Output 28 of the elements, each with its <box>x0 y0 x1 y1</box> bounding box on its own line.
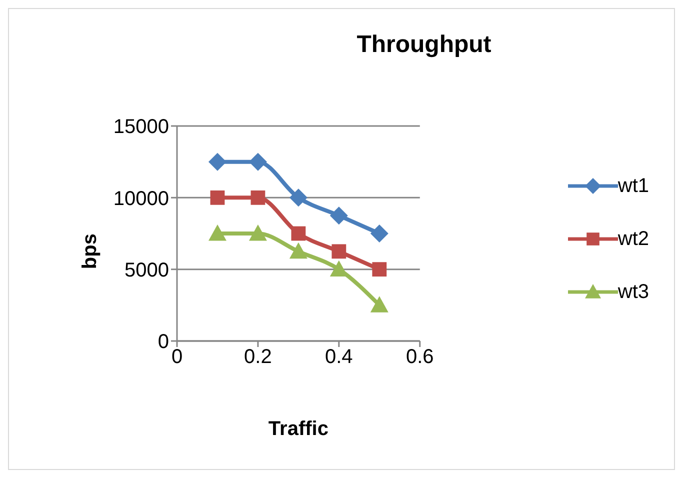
x-tick-label: 0.4 <box>325 346 353 368</box>
point <box>210 190 225 205</box>
y-tick-label: 0 <box>158 331 169 354</box>
point <box>208 224 226 241</box>
point <box>372 262 387 277</box>
y-tick-label: 15000 <box>113 116 169 138</box>
point <box>291 226 306 241</box>
point <box>248 152 267 171</box>
point <box>289 188 308 207</box>
legend-label: wt1 <box>618 174 649 198</box>
point <box>330 206 348 225</box>
point <box>289 242 308 259</box>
point <box>370 296 388 312</box>
legend-label: wt2 <box>618 228 649 250</box>
x-tick-label: 0.6 <box>406 346 434 368</box>
x-tick-label: 0.2 <box>244 346 272 368</box>
point <box>208 152 226 171</box>
point <box>332 244 346 259</box>
x-tick-label: 0 <box>171 346 183 368</box>
x-axis-title: Traffic <box>268 418 328 440</box>
point <box>248 224 267 241</box>
y-axis-title: bps <box>79 234 102 270</box>
y-tick-label: 5000 <box>124 259 169 282</box>
point <box>250 190 266 205</box>
y-tick-label: 10000 <box>113 188 169 210</box>
legend-label: wt3 <box>618 280 649 304</box>
chart-title: Throughput <box>356 31 492 59</box>
point <box>370 224 388 242</box>
